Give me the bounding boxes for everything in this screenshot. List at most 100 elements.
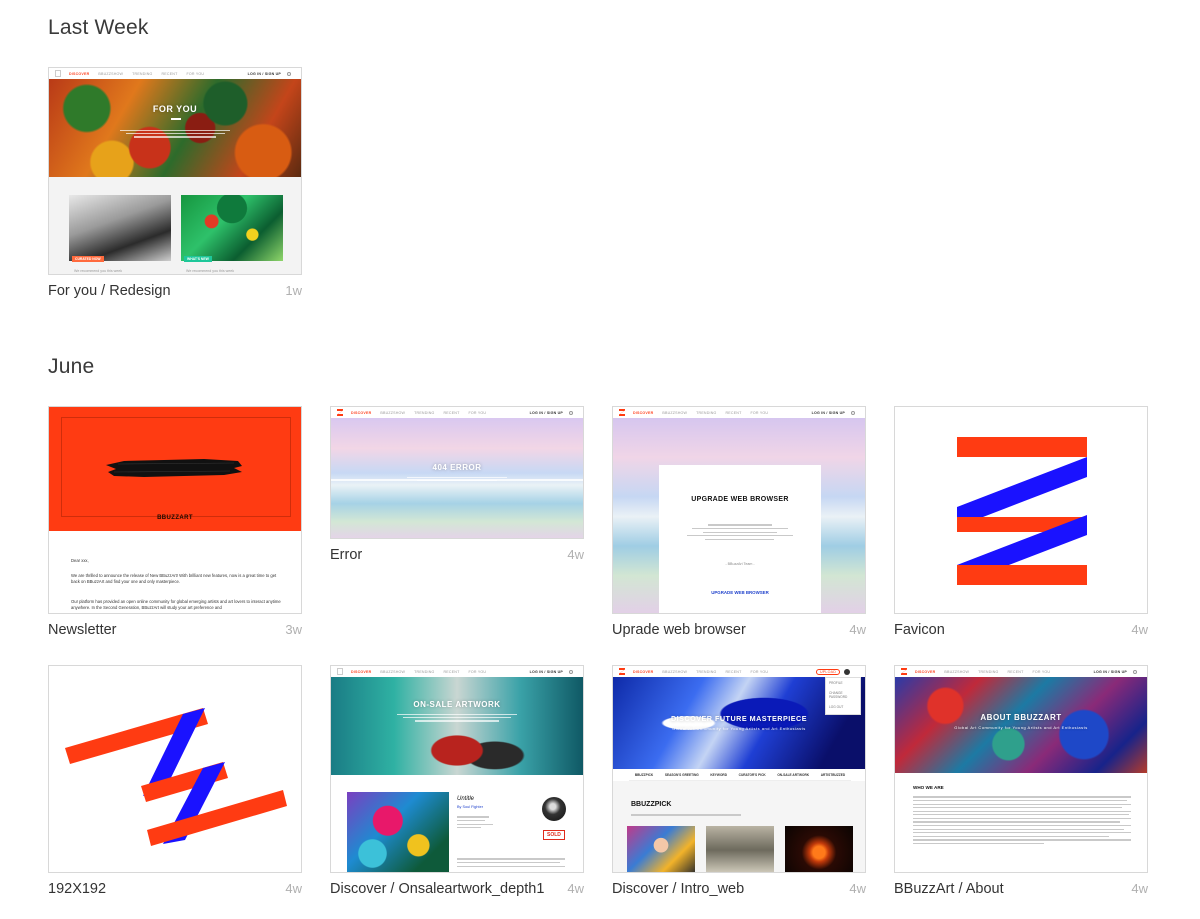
logo-icon <box>337 668 343 675</box>
nav-label: TRENDING <box>132 71 153 76</box>
file-name[interactable]: Discover / Intro_web <box>612 881 745 897</box>
logo-icon <box>619 668 625 675</box>
file-name[interactable]: Discover / Onsaleartwork_depth1 <box>330 881 545 897</box>
nav-label: BBUZZSHOW <box>380 669 406 674</box>
file-card[interactable]: Favicon 4w <box>894 406 1148 638</box>
horizon-line <box>331 479 583 481</box>
nav-label: FOR YOU <box>750 669 769 674</box>
file-thumbnail[interactable]: DISCOVER BBUZZSHOW TRENDING RECENT FOR Y… <box>894 665 1148 873</box>
nav-label: BBUZZSHOW <box>380 410 406 415</box>
nav-label: RECENT <box>1007 669 1024 674</box>
artwork-detail-lines <box>457 814 497 831</box>
hero-text-lines <box>120 128 230 140</box>
nav-login: LOG IN / SIGN UP <box>247 71 281 76</box>
file-card[interactable]: BBUZZART Dear xxx, We are thrilled to an… <box>48 406 302 638</box>
logo-icon <box>55 70 61 77</box>
file-thumbnail[interactable] <box>48 665 302 873</box>
file-thumbnail[interactable]: BBUZZART Dear xxx, We are thrilled to an… <box>48 406 302 614</box>
nav-label: RECENT <box>443 669 460 674</box>
nav-label: FOR YOU <box>468 669 487 674</box>
file-thumbnail[interactable]: DISCOVER BBUZZSHOW TRENDING RECENT FOR Y… <box>48 67 302 275</box>
nav-label: DISCOVER <box>633 410 654 415</box>
file-card[interactable]: DISCOVER BBUZZSHOW TRENDING RECENT FOR Y… <box>894 665 1148 897</box>
file-thumbnail[interactable]: DISCOVER BBUZZSHOW TRENDING RECENT FOR Y… <box>612 665 866 873</box>
newsletter-paragraph: We are thrilled to announce the release … <box>71 573 277 585</box>
nav-label: FOR YOU <box>468 410 487 415</box>
nav-label: BBUZZSHOW <box>98 71 124 76</box>
whats-new-artwork-image <box>181 195 283 261</box>
about-body-lines <box>913 794 1131 846</box>
nav-label: DISCOVER <box>69 71 90 76</box>
file-age: 1w <box>285 283 302 298</box>
file-name[interactable]: Favicon <box>894 622 945 638</box>
file-card[interactable]: DISCOVER BBUZZSHOW TRENDING RECENT FOR Y… <box>330 665 584 897</box>
nav-login: LOG IN / SIGN UP <box>1093 669 1127 674</box>
avatar <box>844 668 850 675</box>
logo-icon <box>337 409 343 416</box>
file-thumbnail[interactable] <box>894 406 1148 614</box>
bbuzzart-logo-icon <box>957 437 1087 585</box>
file-name[interactable]: Newsletter <box>48 622 117 638</box>
tab-label: CURATOR'S PICK <box>738 772 766 777</box>
file-card[interactable]: 192X192 4w <box>48 665 302 897</box>
pick-artwork-image <box>627 826 695 872</box>
file-name[interactable]: Uprade web browser <box>612 622 746 638</box>
file-thumbnail[interactable]: DISCOVER BBUZZSHOW TRENDING RECENT FOR Y… <box>330 665 584 873</box>
tab-label: BBUZZPICK <box>634 772 654 777</box>
file-name[interactable]: BBuzzArt / About <box>894 881 1004 897</box>
artist-avatar <box>542 797 566 821</box>
nav-label: FOR YOU <box>1032 669 1051 674</box>
nav-label: TRENDING <box>978 669 999 674</box>
file-thumbnail[interactable]: DISCOVER BBUZZSHOW TRENDING RECENT FOR Y… <box>330 406 584 539</box>
artwork-artist: By Soul Fighter <box>457 805 483 809</box>
error-title: 404 ERROR <box>432 463 482 472</box>
sold-stamp: SOLD <box>543 830 565 840</box>
tab-label: ARTISTBUZZED <box>820 772 846 777</box>
menu-item: CHANGE PASSWORD <box>829 691 848 699</box>
nav-label: DISCOVER <box>633 669 654 674</box>
nav-label: TRENDING <box>414 669 435 674</box>
file-name[interactable]: 192X192 <box>48 881 107 897</box>
file-name[interactable]: Error <box>330 547 363 563</box>
thumb-nav: DISCOVER BBUZZSHOW TRENDING RECENT FOR Y… <box>331 666 583 677</box>
search-icon <box>851 410 855 415</box>
pick-artwork-image <box>706 826 774 872</box>
nav-label: RECENT <box>725 410 742 415</box>
nav-label: BBUZZSHOW <box>662 410 688 415</box>
hero-divider <box>171 118 181 120</box>
section-desc-lines <box>631 812 741 818</box>
brush-stroke-icon <box>106 459 242 477</box>
error-text-lines <box>407 475 507 483</box>
newsletter-paragraph: Our platform has provided an open online… <box>71 599 281 611</box>
thumb-nav: DISCOVER BBUZZSHOW TRENDING RECENT FOR Y… <box>613 407 865 418</box>
file-name[interactable]: For you / Redesign <box>48 283 171 299</box>
nav-label: RECENT <box>725 669 742 674</box>
file-age: 4w <box>849 622 866 637</box>
nav-label: TRENDING <box>696 669 717 674</box>
file-card[interactable]: DISCOVER BBUZZSHOW TRENDING RECENT FOR Y… <box>48 67 302 299</box>
curated-artwork-image <box>69 195 171 261</box>
nav-login: LOG IN / SIGN UP <box>529 410 563 415</box>
about-subtitle: Global Art Community for Young Artists a… <box>954 725 1088 730</box>
file-age: 4w <box>567 881 584 896</box>
search-icon <box>287 71 291 76</box>
profile-menu: PROFILE CHANGE PASSWORD LOG OUT <box>825 677 861 715</box>
newsletter-brand: BBUZZART <box>157 515 193 521</box>
bbuzzart-logo-rotated-icon <box>65 708 287 846</box>
file-card[interactable]: DISCOVER BBUZZSHOW TRENDING RECENT FOR Y… <box>612 406 866 638</box>
search-icon <box>569 669 573 674</box>
onsale-text-lines <box>397 712 517 724</box>
nav-label: BBUZZSHOW <box>944 669 970 674</box>
nav-login: LOG IN / SIGN UP <box>811 410 845 415</box>
caption: We recommend you this week <box>74 269 123 273</box>
about-hero-painting <box>895 677 1147 773</box>
nav-label: BBUZZSHOW <box>662 669 688 674</box>
file-thumbnail[interactable]: DISCOVER BBUZZSHOW TRENDING RECENT FOR Y… <box>612 406 866 614</box>
file-card[interactable]: DISCOVER BBUZZSHOW TRENDING RECENT FOR Y… <box>330 406 584 563</box>
onsale-title: ON-SALE ARTWORK <box>413 700 501 709</box>
caption: We recommend you this week <box>186 269 235 273</box>
file-card[interactable]: DISCOVER BBUZZSHOW TRENDING RECENT FOR Y… <box>612 665 866 897</box>
menu-item: LOG OUT <box>829 705 844 709</box>
nav-label: RECENT <box>161 71 178 76</box>
search-icon <box>1133 669 1137 674</box>
